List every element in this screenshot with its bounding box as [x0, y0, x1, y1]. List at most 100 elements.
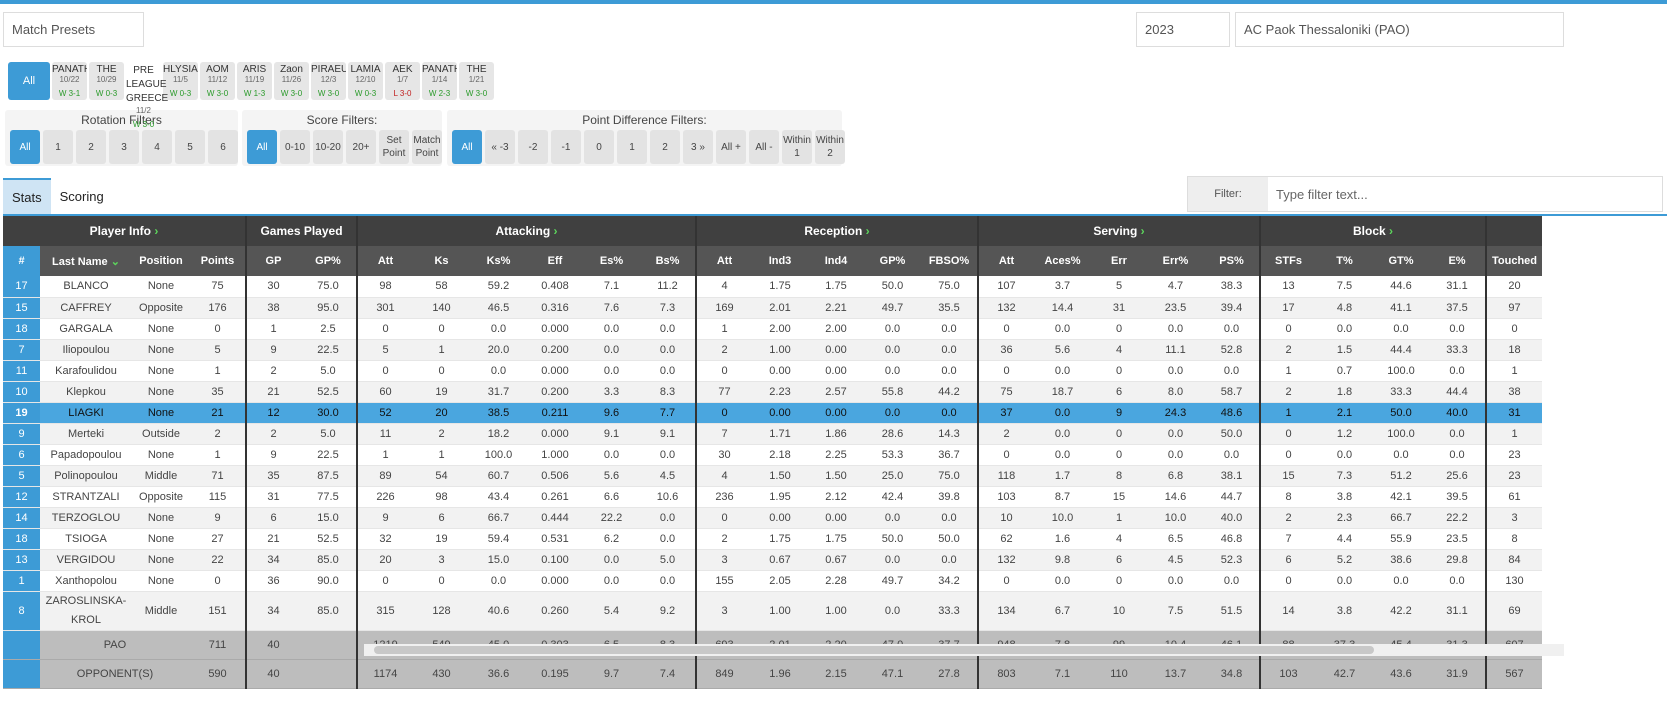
column-header[interactable]: GP%	[864, 246, 921, 276]
sort-desc-icon[interactable]: ⌄	[107, 255, 120, 268]
table-cell: 38.1	[1204, 465, 1261, 487]
filter-input[interactable]	[1268, 177, 1662, 211]
table-row[interactable]: 6 Papadopoulou None 1 9 22.5 1 1 100.0 1.000 0.0 0.…	[3, 444, 1542, 466]
point-diff-filter-button[interactable]: All -	[749, 130, 779, 164]
table-row[interactable]: 15 CAFFREY Opposite 176 38 95.0 301 140 46.5 0.31…	[3, 297, 1542, 319]
point-diff-filter-button[interactable]: 3 »	[683, 130, 713, 164]
match-button[interactable]: THE 1/21 W 3-0	[459, 62, 494, 100]
rotation-filter-button[interactable]: All	[10, 130, 40, 164]
table-row[interactable]: 19 LIAGKI None 21 12 30.0 52 20 38.5 0.211 9.6 7.7 0…	[3, 402, 1542, 424]
match-button[interactable]: PANATHIN1/14 W 2-3	[422, 62, 457, 100]
match-presets-select[interactable]: Match Presets	[3, 12, 144, 47]
match-button[interactable]: ARIS 11/19 W 1-3	[237, 62, 272, 100]
column-header[interactable]: Att	[978, 246, 1034, 276]
group-block[interactable]: Block	[1260, 216, 1487, 246]
score-filter-button[interactable]: Set Point	[379, 130, 409, 164]
point-diff-filter-button[interactable]: Within 1	[782, 130, 812, 164]
table-row[interactable]: 9 Merteki Outside 2 2 5.0 11 2 18.2 0.000 9.1 9.1 7 1…	[3, 423, 1542, 445]
column-header[interactable]: Att	[696, 246, 752, 276]
column-header[interactable]: Ind4	[808, 246, 864, 276]
table-cell: 0.0	[583, 318, 640, 340]
team-select[interactable]: AC Paok Thessaloniki (PAO)	[1235, 12, 1564, 47]
point-diff-filter-button[interactable]: -2	[518, 130, 548, 164]
match-button[interactable]: PRE LEAGUE GREECE 11/2 W 3-0	[126, 62, 168, 129]
group-serving[interactable]: Serving	[978, 216, 1261, 246]
column-header[interactable]: GT%	[1373, 246, 1429, 276]
table-cell: 2	[696, 528, 752, 550]
point-diff-filter-button[interactable]: Within 2	[815, 130, 845, 164]
table-row[interactable]: 7 Iliopoulou None 5 9 22.5 5 1 20.0 0.200 0.0 0.0 2 1…	[3, 339, 1542, 361]
point-diff-filter-button[interactable]: 0	[584, 130, 614, 164]
column-header[interactable]: #	[3, 246, 40, 276]
column-header[interactable]: Points	[190, 246, 247, 276]
match-button[interactable]: PANATHIN10/22 W 3-1	[52, 62, 87, 100]
table-row[interactable]: 8 ZAROSLINSKA-KROL Middle 151 34 85.0 315 128 40…	[3, 591, 1542, 631]
year-select[interactable]: 2023	[1136, 12, 1230, 47]
table-row[interactable]: 5 Polinopoulou Middle 71 35 87.5 89 54 60.7 0.506…	[3, 465, 1542, 487]
match-button[interactable]: HLYSIAKO11/5 W 0-3	[163, 62, 198, 100]
column-header[interactable]: Eff	[527, 246, 583, 276]
group-reception[interactable]: Reception	[696, 216, 979, 246]
column-header[interactable]: GP%	[300, 246, 358, 276]
table-row[interactable]: 17 BLANCO None 75 30 75.0 98 58 59.2 0.408 7.1 11.2…	[3, 276, 1542, 298]
match-button[interactable]: THE 10/29 W 0-3	[89, 62, 124, 100]
rotation-filter-button[interactable]: 3	[109, 130, 139, 164]
group-player-info[interactable]: Player Info	[3, 216, 247, 246]
point-diff-filter-button[interactable]: « -3	[485, 130, 515, 164]
point-diff-filter-button[interactable]: -1	[551, 130, 581, 164]
table-row[interactable]: 14 TERZOGLOU None 9 6 15.0 9 6 66.7 0.444 22.2 0.0 0…	[3, 507, 1542, 529]
match-button[interactable]: LAMIA 12/10 W 0-3	[348, 62, 383, 100]
table-row[interactable]: 13 VERGIDOU None 22 34 85.0 20 3 15.0 0.100 0.0 5.0…	[3, 549, 1542, 571]
score-filter-button[interactable]: Match Point	[412, 130, 442, 164]
match-all-button[interactable]: All	[8, 62, 50, 100]
score-filter-button[interactable]: 20+	[346, 130, 376, 164]
horizontal-scrollbar[interactable]	[364, 644, 1564, 656]
column-header[interactable]: PS%	[1204, 246, 1261, 276]
column-header[interactable]: FBSO%	[921, 246, 979, 276]
table-row[interactable]: 10 Klepkou None 35 21 52.5 60 19 31.7 0.200 3.3 8.3…	[3, 381, 1542, 403]
rotation-filter-button[interactable]: 1	[43, 130, 73, 164]
column-header[interactable]: Touched	[1486, 246, 1542, 276]
score-filter-button[interactable]: 0-10	[280, 130, 310, 164]
column-header[interactable]: Last Name ⌄	[40, 246, 132, 276]
column-header[interactable]: Ks%	[470, 246, 527, 276]
match-button[interactable]: PIRAEUS12/3 W 3-0	[311, 62, 346, 100]
column-header[interactable]: GP	[246, 246, 300, 276]
column-header[interactable]: Err%	[1147, 246, 1204, 276]
column-header[interactable]: E%	[1429, 246, 1487, 276]
score-filter-button[interactable]: 10-20	[313, 130, 343, 164]
score-filter-button[interactable]: All	[247, 130, 277, 164]
column-header[interactable]: Position	[132, 246, 190, 276]
point-diff-filter-button[interactable]: 2	[650, 130, 680, 164]
column-header[interactable]: Aces%	[1034, 246, 1091, 276]
column-header[interactable]: Bs%	[640, 246, 697, 276]
column-header[interactable]: T%	[1316, 246, 1373, 276]
rotation-filter-button[interactable]: 6	[208, 130, 238, 164]
column-header[interactable]: Es%	[583, 246, 640, 276]
column-header[interactable]: Ind3	[752, 246, 808, 276]
match-button[interactable]: Zaon 11/26 W 3-0	[274, 62, 309, 100]
point-diff-filter-button[interactable]: All	[452, 130, 482, 164]
table-row[interactable]: 12 STRANTZALI Opposite 115 31 77.5 226 98 43.4 0.…	[3, 486, 1542, 508]
tab-stats[interactable]: Stats	[3, 178, 51, 214]
table-cell: 0	[1486, 318, 1542, 340]
group-attacking[interactable]: Attacking	[357, 216, 697, 246]
column-header[interactable]: Att	[357, 246, 413, 276]
table-row[interactable]: 1 Xanthopolou None 0 36 90.0 0 0 0.0 0.000 0.0 0.0 1…	[3, 570, 1542, 592]
match-button[interactable]: AEK 1/7 L 3-0	[385, 62, 420, 100]
table-row[interactable]: 11 Karafoulidou None 1 2 5.0 0 0 0.0 0.000 0.0 0.0 0…	[3, 360, 1542, 382]
column-header[interactable]: Ks	[413, 246, 470, 276]
table-row[interactable]: 18 TSIOGA None 27 21 52.5 32 19 59.4 0.531 6.2 0.0 2…	[3, 528, 1542, 550]
table-row[interactable]: 18 GARGALA None 0 1 2.5 0 0 0.0 0.000 0.0 0.0 1 2.00 2…	[3, 318, 1542, 340]
tab-scoring[interactable]: Scoring	[59, 188, 104, 204]
column-header[interactable]: Err	[1091, 246, 1147, 276]
match-button[interactable]: AOM 11/12 W 3-0	[200, 62, 235, 100]
point-diff-filter-button[interactable]: 1	[617, 130, 647, 164]
rotation-filter-button[interactable]: 5	[175, 130, 205, 164]
rotation-filter-button[interactable]: 4	[142, 130, 172, 164]
column-header[interactable]: STFs	[1260, 246, 1316, 276]
table-cell: 0	[190, 570, 247, 592]
scrollbar-thumb[interactable]	[374, 646, 1374, 654]
rotation-filter-button[interactable]: 2	[76, 130, 106, 164]
point-diff-filter-button[interactable]: All +	[716, 130, 746, 164]
